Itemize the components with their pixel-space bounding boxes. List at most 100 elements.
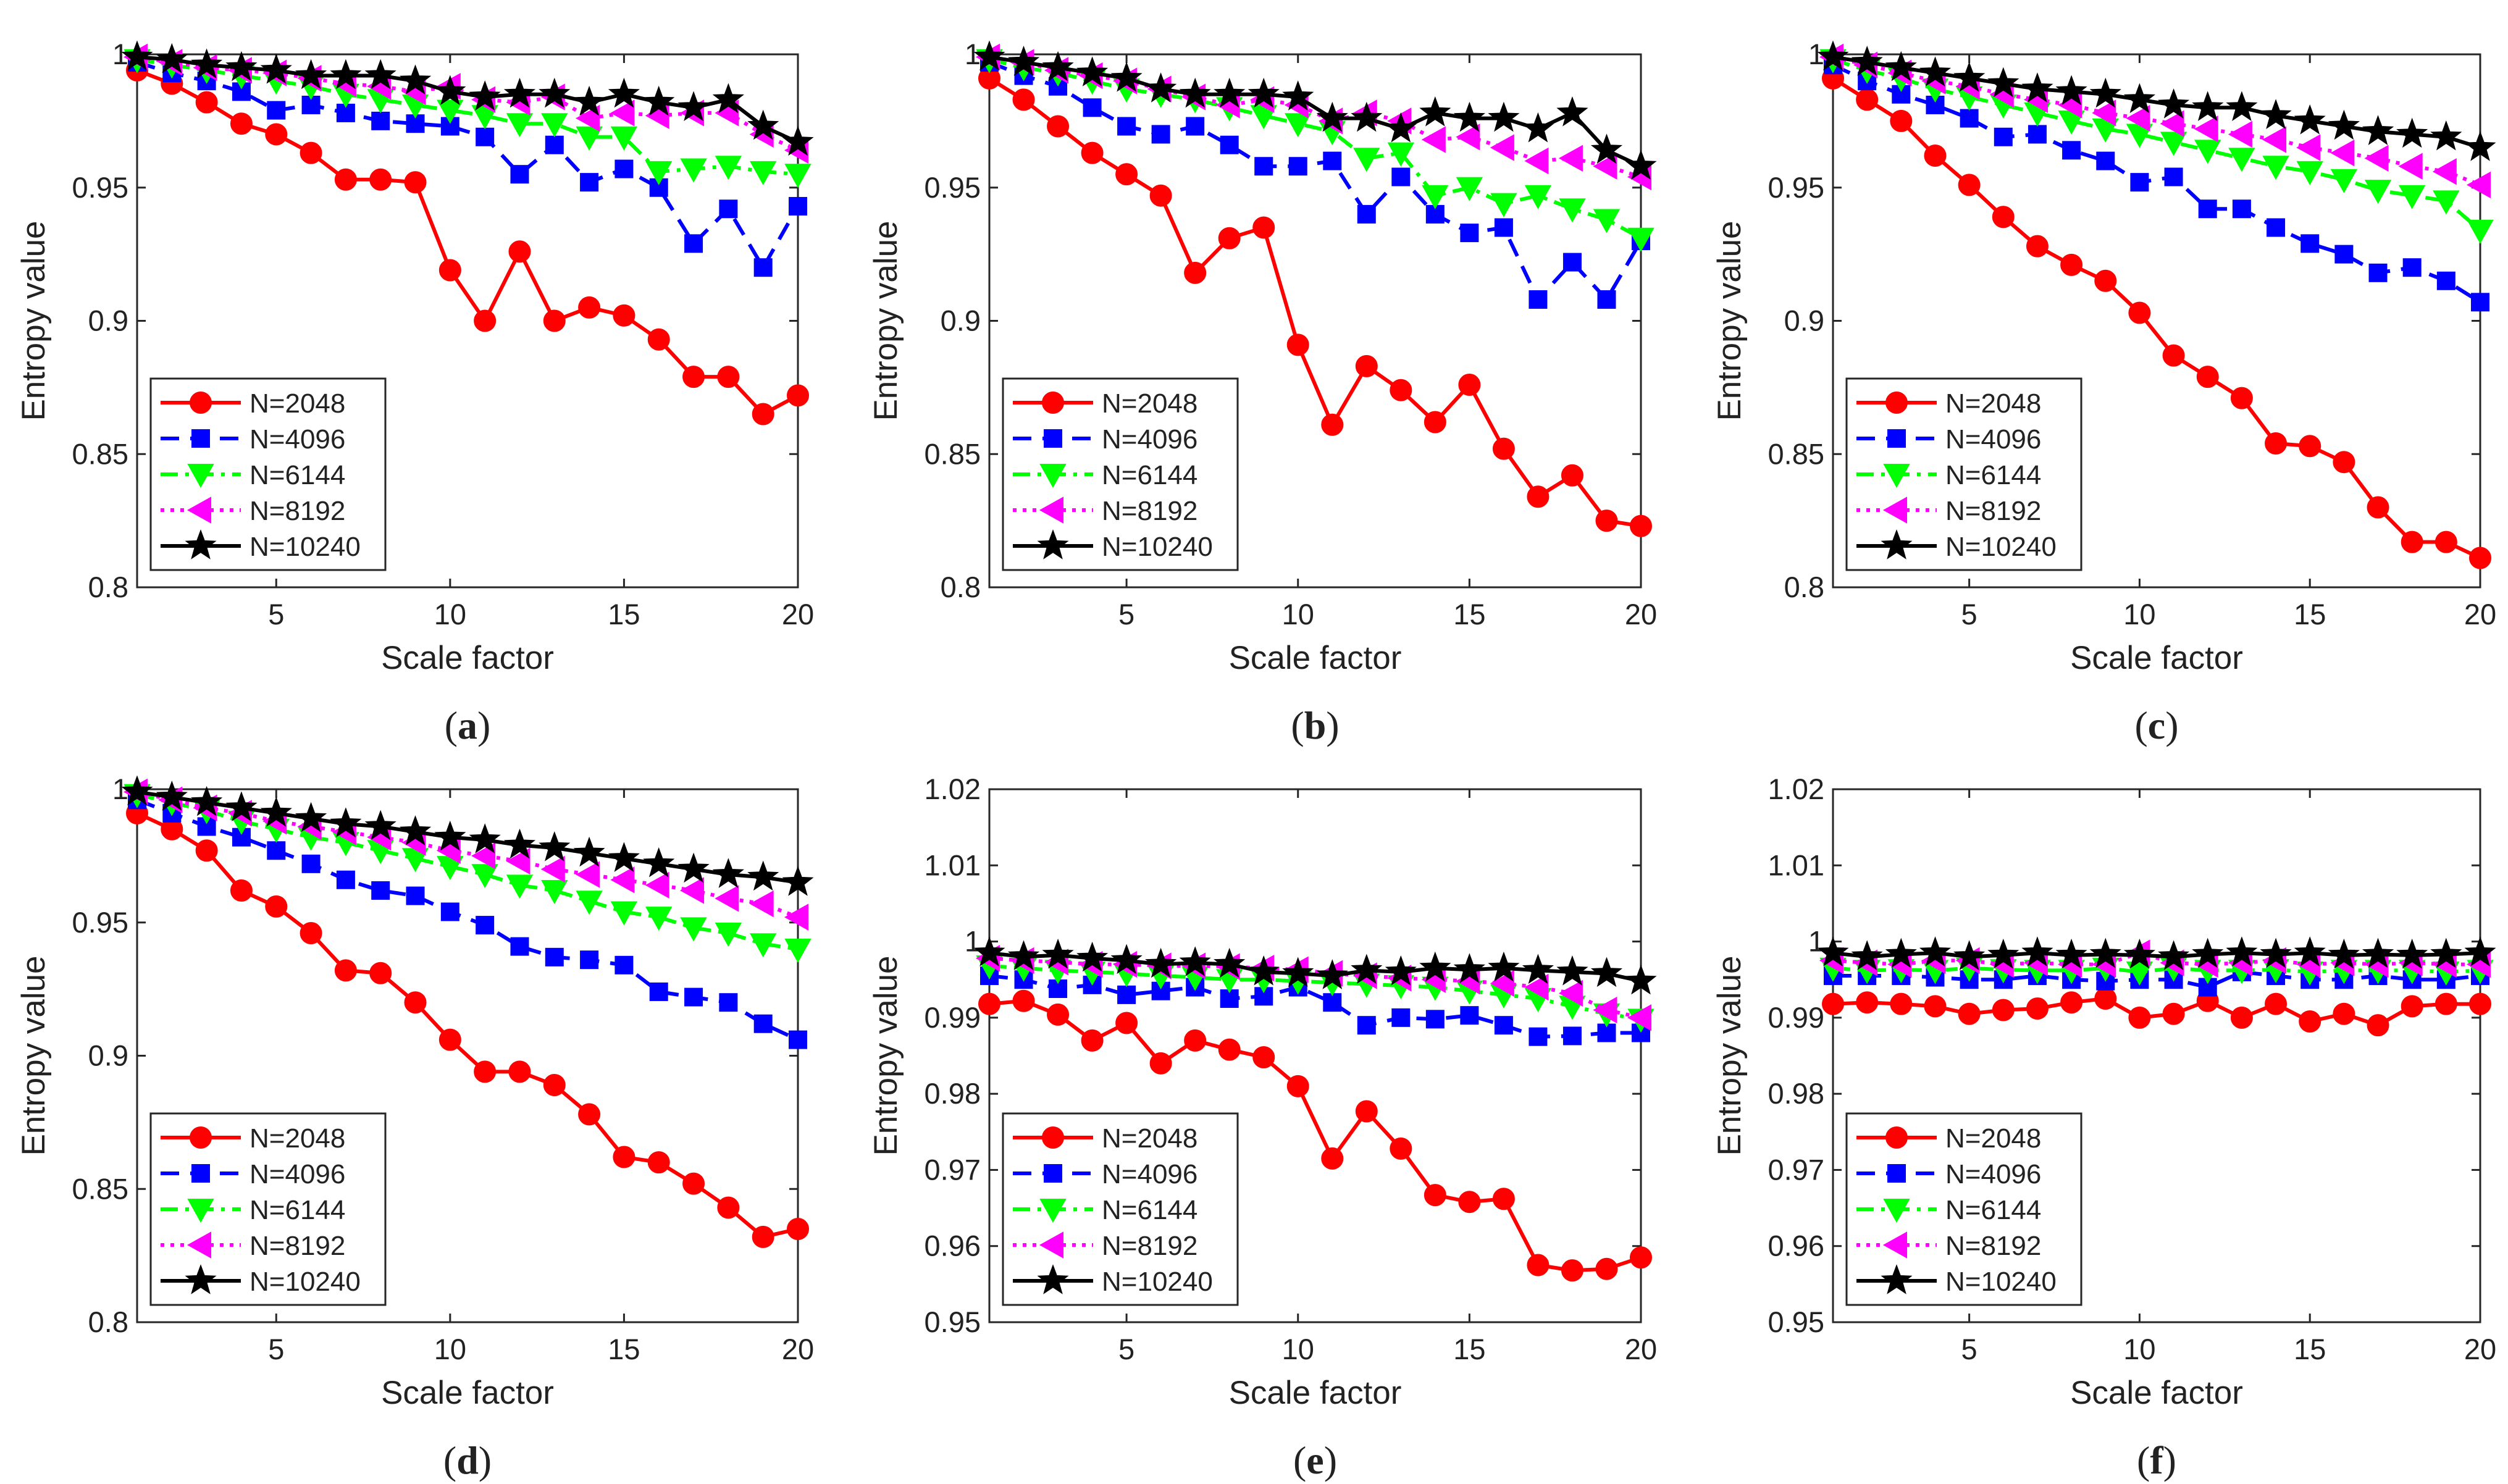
caption-paren: ) — [1326, 703, 1339, 747]
data-point — [195, 839, 218, 862]
data-point — [1492, 437, 1515, 460]
data-point — [225, 791, 258, 821]
data-point — [645, 871, 669, 899]
caption-paren: ) — [477, 703, 490, 747]
data-point — [1597, 290, 1616, 309]
data-point — [1595, 509, 1618, 532]
data-point — [610, 901, 638, 926]
x-tick-label: 5 — [1961, 1333, 1977, 1365]
data-point — [2300, 234, 2320, 253]
data-point — [508, 240, 531, 263]
data-point — [1522, 112, 1554, 143]
data-point — [225, 51, 258, 82]
data-point — [2396, 117, 2428, 148]
y-axis-label: Entropy value — [15, 955, 52, 1155]
data-point — [2021, 72, 2053, 103]
x-tick-label: 5 — [268, 1333, 284, 1365]
data-point — [580, 173, 599, 192]
series-N=10240 — [121, 775, 814, 896]
caption-letter: a — [458, 703, 477, 747]
legend-entry: N=6144 — [1945, 460, 2041, 490]
data-point — [712, 858, 744, 888]
data-point — [2026, 235, 2049, 258]
data-point — [2267, 218, 2286, 237]
data-point — [1593, 153, 1617, 180]
data-point — [2228, 148, 2255, 172]
legend-marker — [1042, 1126, 1064, 1149]
data-point — [2430, 937, 2462, 968]
data-point — [1924, 995, 1947, 1018]
data-point — [2333, 451, 2355, 474]
data-point — [260, 796, 292, 827]
x-tick-label: 20 — [782, 598, 814, 631]
data-point — [680, 158, 707, 183]
y-tick-label: 0.95 — [72, 171, 128, 204]
data-point — [2396, 938, 2428, 969]
caption-paren: ) — [1324, 1438, 1337, 1482]
data-point — [682, 1172, 705, 1195]
data-point — [1630, 1246, 1652, 1269]
data-point — [613, 1146, 635, 1168]
data-point — [1042, 938, 1074, 969]
data-point — [434, 820, 466, 851]
legend-marker — [185, 1264, 217, 1294]
data-point — [1994, 127, 2013, 146]
caption-paren: ( — [2137, 1438, 2150, 1482]
data-point — [371, 111, 390, 130]
x-axis-label: Scale factor — [2070, 1375, 2243, 1411]
data-point — [2364, 180, 2392, 204]
data-point — [1987, 67, 2019, 98]
data-point — [749, 161, 777, 185]
data-point — [1958, 174, 1981, 196]
legend-marker — [1039, 464, 1067, 488]
data-point — [2466, 171, 2491, 199]
data-point — [2296, 134, 2321, 161]
data-point — [1218, 227, 1241, 249]
x-tick-label: 15 — [1453, 1333, 1485, 1365]
data-point — [614, 955, 634, 975]
data-point — [2055, 938, 2087, 969]
y-tick-label: 0.97 — [1768, 1153, 1824, 1186]
data-point — [1424, 411, 1446, 434]
data-point — [1391, 167, 1411, 187]
data-point — [1919, 56, 1952, 86]
chart-panel-f: 5 10 15 20 0.95 0.96 0.97 0.98 0.99 1 1.01 1.02 Scal… — [1711, 773, 2496, 1482]
data-point — [474, 1060, 497, 1083]
data-point — [1286, 333, 1309, 356]
data-point — [2026, 997, 2049, 1020]
data-point — [156, 43, 188, 73]
legend-entry: N=10240 — [1945, 1267, 2057, 1297]
data-point — [1316, 101, 1348, 132]
data-point — [684, 234, 703, 253]
x-tick-label: 15 — [2294, 598, 2326, 631]
y-tick-label: 0.85 — [72, 1172, 128, 1205]
data-point — [1288, 157, 1307, 176]
legend-marker — [190, 1126, 212, 1149]
data-point — [747, 109, 779, 140]
data-point — [2260, 937, 2292, 968]
data-point — [364, 810, 396, 841]
data-point — [2194, 140, 2221, 164]
data-point — [2194, 115, 2218, 143]
data-point — [1115, 163, 1138, 186]
data-point — [1387, 142, 1415, 167]
data-point — [2230, 1006, 2253, 1029]
data-point — [260, 54, 292, 84]
data-point — [2299, 435, 2321, 458]
data-point — [1851, 45, 1883, 76]
data-point — [1817, 40, 1849, 71]
data-point — [2164, 167, 2183, 187]
data-point — [2296, 161, 2323, 185]
data-point — [1524, 973, 1549, 1001]
data-point — [1992, 999, 2015, 1021]
data-point — [1590, 957, 1623, 987]
data-point — [434, 75, 466, 106]
y-axis-label: Entropy value — [868, 955, 904, 1155]
data-point — [2430, 120, 2462, 151]
y-tick-label: 1.01 — [1768, 849, 1824, 881]
y-tick-label: 0.8 — [1784, 571, 1824, 603]
data-point — [471, 842, 496, 870]
data-point — [2328, 109, 2360, 140]
data-point — [1186, 117, 1205, 136]
